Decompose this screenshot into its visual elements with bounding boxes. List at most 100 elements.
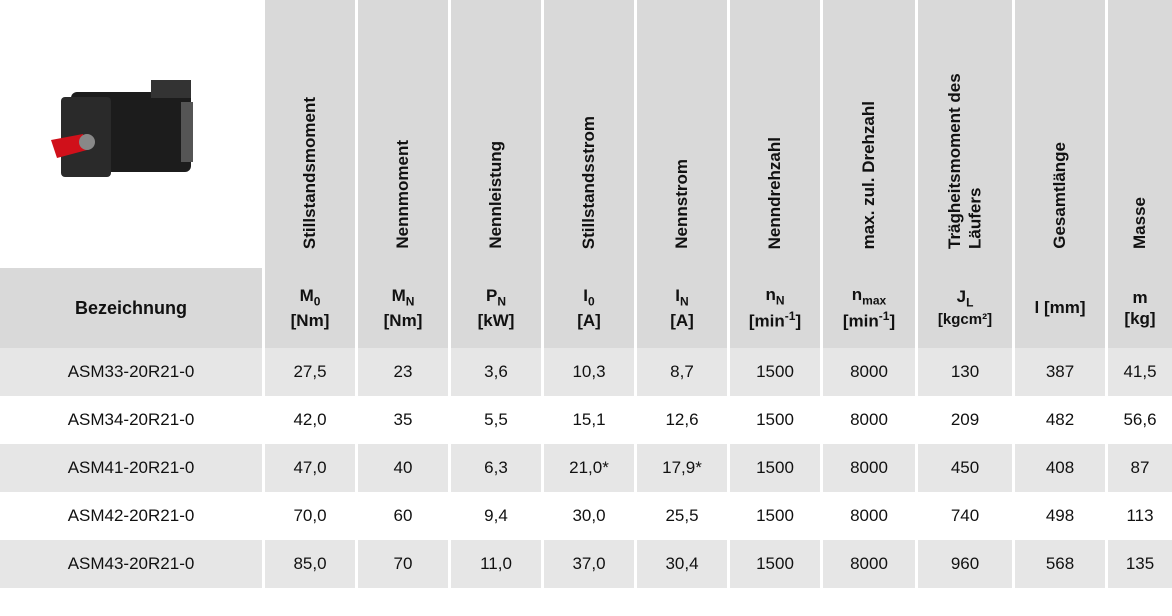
unit-sup: -1 [878, 308, 890, 323]
symbol-sub: N [405, 294, 415, 309]
data-row: ASM33-20R21-0 27,5 23 3,6 10,3 8,7 1500 8000 130… [0, 348, 1172, 396]
value-cell: 30,0 [541, 492, 634, 540]
value-cell: 8000 [820, 540, 915, 588]
unit: [Nm] [265, 310, 355, 331]
column-header: Nennstrom [634, 0, 727, 268]
symbol: IN [637, 285, 727, 309]
value-cell: 1500 [727, 444, 820, 492]
unit-text: [min [748, 311, 785, 331]
column-name: max. zul. Drehzahl [858, 100, 878, 249]
unit-cell: PN [kW] [448, 268, 541, 348]
value-cell: 8000 [820, 396, 915, 444]
column-name: Stillstandsmoment [299, 96, 319, 249]
unit-cell: m [kg] [1105, 268, 1172, 348]
symbol-text: J [956, 287, 967, 307]
column-header: Masse [1105, 0, 1172, 268]
unit-cell: IN [A] [634, 268, 727, 348]
value-cell: 5,5 [448, 396, 541, 444]
unit-text: [kg] [1124, 309, 1156, 328]
symbol-sub: N [775, 293, 785, 308]
unit-text: [min [842, 311, 879, 331]
column-name: Stillstandsstrom [578, 115, 598, 249]
symbol: l [mm] [1015, 297, 1105, 318]
value-cell: 1500 [727, 348, 820, 396]
column-name: Nenndrehzahl [764, 136, 784, 249]
value-cell: 9,4 [448, 492, 541, 540]
symbol-sub: max [862, 293, 887, 308]
symbol-text: I [675, 286, 681, 306]
spec-table: Stillstandsmoment Nennmoment Nennleistung S… [0, 0, 1172, 588]
unit-text: [kW] [477, 310, 515, 330]
value-cell: 35 [355, 396, 448, 444]
symbol-sub: 0 [313, 294, 321, 309]
unit-text: [Nm] [383, 310, 423, 330]
unit-end: ] [889, 311, 896, 331]
value-cell: 30,4 [634, 540, 727, 588]
column-name: Masse [1129, 197, 1149, 249]
column-header: Stillstandsmoment [262, 0, 355, 268]
table-body: Stillstandsmoment Nennmoment Nennleistung S… [0, 0, 1172, 588]
value-cell: 41,5 [1105, 348, 1172, 396]
unit-sup: -1 [784, 308, 796, 323]
column-header: Stillstandsstrom [541, 0, 634, 268]
value-cell: 130 [915, 348, 1012, 396]
value-cell: 21,0* [541, 444, 634, 492]
value-cell: 1500 [727, 492, 820, 540]
data-row: ASM41-20R21-0 47,0 40 6,3 21,0* 17,9* 1500 8000… [0, 444, 1172, 492]
column-name: Bezeichnung [74, 297, 187, 318]
unit-row: Bezeichnung M0 [Nm] MN [Nm] PN [kW] I0 [A] IN [A] n… [0, 268, 1172, 348]
symbol-sub: N [497, 294, 506, 309]
motor-image [51, 79, 193, 177]
symbol-text: P [485, 286, 498, 306]
header-row: Stillstandsmoment Nennmoment Nennleistung S… [0, 0, 1172, 268]
symbol: I0 [544, 285, 634, 309]
value-cell: 740 [915, 492, 1012, 540]
unit-text: [kgcm²] [937, 310, 993, 328]
column-name: Nennmoment [392, 140, 412, 249]
unit-text: [A] [577, 310, 601, 330]
value-cell: 408 [1012, 444, 1105, 492]
value-cell: 209 [915, 396, 1012, 444]
column-name: Nennstrom [671, 159, 691, 249]
unit-cell: nmax [min-1] [820, 268, 915, 348]
value-cell: 482 [1012, 396, 1105, 444]
value-cell: 498 [1012, 492, 1105, 540]
data-row: ASM34-20R21-0 42,0 35 5,5 15,1 12,6 1500 8000 20… [0, 396, 1172, 444]
product-image-cell [0, 0, 262, 268]
value-cell: 23 [355, 348, 448, 396]
symbol-text: n [765, 285, 776, 305]
column-header: max. zul. Drehzahl [820, 0, 915, 268]
symbol: m [1108, 287, 1172, 308]
column-name: Gesamtlänge [1049, 142, 1069, 249]
unit: [Nm] [358, 310, 448, 331]
symbol: PN [451, 285, 541, 309]
symbol-text: I [583, 286, 589, 306]
symbol-sub: L [966, 295, 974, 310]
value-cell: 8000 [820, 492, 915, 540]
unit: [A] [544, 310, 634, 331]
model-cell: ASM42-20R21-0 [0, 492, 262, 540]
unit-cell: M0 [Nm] [262, 268, 355, 348]
unit: [kW] [451, 310, 541, 331]
column-header: Gesamtlänge [1012, 0, 1105, 268]
value-cell: 17,9* [634, 444, 727, 492]
value-cell: 87 [1105, 444, 1172, 492]
unit-end: ] [795, 311, 802, 331]
unit-cell: l [mm] [1012, 268, 1105, 348]
column-name: Nennleistung [485, 141, 505, 249]
symbol: JL [918, 286, 1012, 310]
value-cell: 1500 [727, 540, 820, 588]
value-cell: 60 [355, 492, 448, 540]
column-name: Trägheitsmoment des Läufers [944, 73, 984, 249]
column-header: Bezeichnung [0, 268, 262, 348]
model-cell: ASM41-20R21-0 [0, 444, 262, 492]
unit-cell: I0 [A] [541, 268, 634, 348]
unit-cell: JL [kgcm²] [915, 268, 1012, 348]
value-cell: 113 [1105, 492, 1172, 540]
unit-cell: nN [min-1] [727, 268, 820, 348]
value-cell: 387 [1012, 348, 1105, 396]
unit-text: [A] [670, 310, 694, 330]
value-cell: 10,3 [541, 348, 634, 396]
value-cell: 56,6 [1105, 396, 1172, 444]
